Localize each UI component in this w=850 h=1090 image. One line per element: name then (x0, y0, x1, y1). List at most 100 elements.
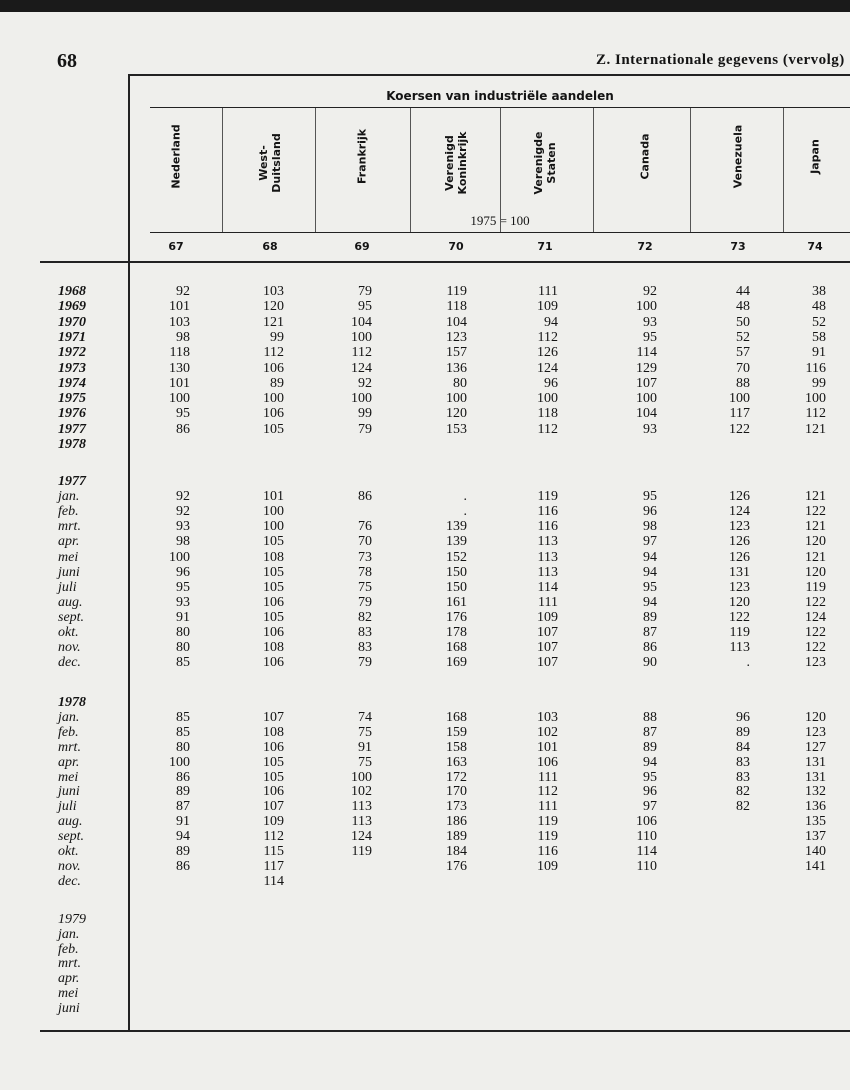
column-number: 69 (354, 240, 370, 253)
cell-value: 92 (176, 284, 190, 299)
scan-border (0, 0, 850, 12)
column-number: 72 (637, 240, 653, 253)
cell-value: 96 (544, 375, 558, 391)
cell-value: 112 (537, 329, 558, 345)
cell-value: 131 (805, 769, 826, 785)
cell-value: 116 (537, 844, 558, 859)
cell-value: 111 (538, 594, 558, 610)
cell-value: 178 (446, 625, 467, 640)
cell-value: 98 (176, 534, 190, 550)
cell-value: 76 (358, 519, 372, 535)
cell-value: 161 (446, 594, 467, 610)
column-number: 70 (448, 240, 464, 253)
group-heading: 1978 (58, 695, 86, 710)
row-label: feb. (58, 724, 79, 740)
column-header: Verenigde Staten (532, 131, 558, 195)
column-header: Venezuela (731, 124, 745, 189)
cell-value: 82 (358, 609, 372, 625)
cell-value: 107 (537, 625, 558, 640)
cell-value: 99 (270, 329, 284, 345)
cell-value: 116 (537, 519, 558, 535)
row-label: mei (58, 769, 79, 785)
cell-value: 111 (538, 769, 558, 785)
row-label: nov. (58, 858, 81, 874)
cell-value: 110 (636, 858, 657, 874)
cell-value: 121 (805, 489, 826, 505)
cell-value: 123 (729, 579, 750, 595)
cell-value: 48 (736, 299, 750, 315)
cell-value: 176 (446, 858, 467, 874)
cell-value: 150 (446, 579, 467, 595)
cell-value: 95 (176, 406, 190, 422)
cell-value: 94 (643, 564, 657, 580)
cell-value: 114 (537, 579, 558, 595)
cell-value: 93 (176, 594, 190, 610)
cell-value: 158 (446, 739, 467, 755)
cell-value: 106 (263, 625, 284, 640)
cell-value: 89 (643, 609, 657, 625)
cell-value: 120 (805, 564, 826, 580)
page-title: Z. Internationale gegevens (vervolg) (596, 52, 845, 68)
cell-value: 106 (537, 754, 558, 770)
cell-value: 152 (446, 549, 467, 565)
cell-value: 105 (263, 534, 284, 550)
row-label: mei (58, 549, 79, 565)
cell-value: 83 (736, 754, 750, 770)
cell-value: 87 (643, 724, 657, 740)
cell-value: 104 (636, 406, 657, 422)
cell-value: 123 (446, 329, 467, 345)
row-label: feb. (58, 941, 79, 957)
cell-value: 172 (446, 769, 467, 785)
cell-value: 80 (453, 375, 467, 391)
column-divider (500, 108, 501, 232)
cell-value: 135 (805, 814, 826, 830)
cell-value: 75 (358, 724, 372, 740)
cell-value: 184 (446, 844, 467, 859)
cell-value: 85 (176, 709, 190, 725)
cell-value: 123 (729, 519, 750, 535)
cell-value: 95 (358, 299, 372, 315)
cell-value: 91 (812, 345, 826, 361)
cell-value: 44 (736, 284, 750, 299)
row-label: 1976 (58, 406, 86, 422)
cell-value: 103 (263, 284, 284, 299)
cell-value: 122 (805, 625, 826, 640)
cell-value: 105 (263, 579, 284, 595)
cell-value: 100 (263, 391, 284, 407)
cell-value: 116 (805, 360, 826, 376)
cell-value: 107 (263, 799, 284, 815)
cell-value: 119 (537, 489, 558, 505)
cell-value: 87 (176, 799, 190, 815)
cell-value: 86 (176, 858, 190, 874)
row-label: apr. (58, 971, 80, 987)
cell-value: 101 (263, 489, 284, 505)
group-heading: 1979 (58, 912, 86, 927)
cell-value: 119 (446, 284, 467, 299)
cell-value: 100 (446, 391, 467, 407)
cell-value: 75 (358, 579, 372, 595)
cell-value: 124 (729, 504, 750, 520)
cell-value: 127 (805, 739, 826, 755)
column-divider (593, 108, 594, 232)
cell-value: 123 (805, 724, 826, 740)
rule (40, 261, 850, 263)
column-number: 74 (807, 240, 823, 253)
cell-value: 97 (643, 799, 657, 815)
cell-value: 94 (643, 594, 657, 610)
cell-value: 82 (736, 799, 750, 815)
cell-value: 100 (263, 504, 284, 520)
cell-value: 112 (263, 345, 284, 361)
cell-value: 58 (812, 329, 826, 345)
cell-value: 92 (358, 375, 372, 391)
row-label: okt. (58, 625, 79, 640)
cell-value: 168 (446, 640, 467, 656)
row-label: nov. (58, 640, 81, 656)
cell-value: 52 (812, 314, 826, 330)
column-number: 73 (730, 240, 746, 253)
cell-value: 91 (358, 739, 372, 755)
cell-value: 74 (358, 709, 372, 725)
cell-value: 85 (176, 655, 190, 671)
cell-value: 106 (263, 784, 284, 800)
cell-value: 107 (537, 655, 558, 671)
